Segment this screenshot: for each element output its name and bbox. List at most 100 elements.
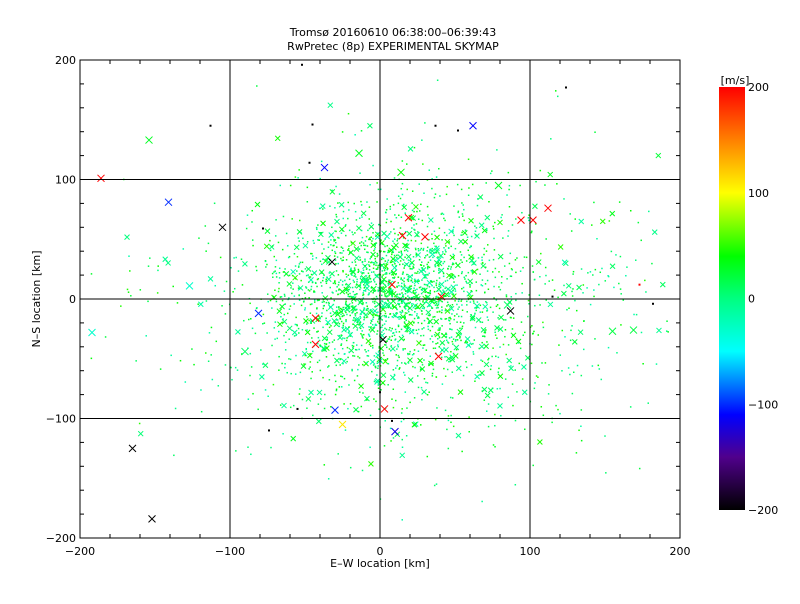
cloud-dot-point: [426, 382, 429, 384]
cloud-dot-point: [448, 317, 450, 319]
cloud-dot-point: [453, 281, 455, 283]
cloud-dot-point: [415, 291, 417, 294]
cloud-dot-point: [502, 343, 505, 346]
cloud-dot-point: [430, 300, 433, 303]
cloud-cross-point: [276, 308, 283, 315]
cloud-cross-point: [360, 210, 367, 217]
cloud-dot-point: [393, 314, 395, 316]
cloud-dot-point: [429, 329, 432, 332]
cloud-dot-point: [401, 193, 404, 196]
cloud-dot-point: [392, 277, 394, 279]
cloud-cross-point: [384, 301, 391, 308]
cloud-dot-point: [379, 365, 382, 367]
cloud-dot-point: [360, 244, 362, 247]
cloud-dot-point: [336, 311, 339, 314]
cloud-dot-point: [404, 362, 406, 364]
cross-marker: [380, 405, 389, 413]
cloud-cross-point: [327, 304, 334, 311]
cloud-dot-point: [284, 341, 287, 344]
cloud-dot-point: [278, 271, 281, 274]
cloud-dot-point: [461, 325, 464, 328]
cloud-dot-point: [358, 217, 361, 219]
cloud-dot-point: [326, 276, 328, 279]
cloud-dot-point: [429, 259, 432, 261]
cloud-dot-point: [403, 321, 406, 323]
cloud-dot-point: [449, 304, 451, 307]
cloud-dot-point: [323, 342, 326, 345]
cloud-dot-point: [389, 287, 392, 289]
cloud-dot-point: [298, 393, 301, 395]
cloud-dot-point: [325, 280, 327, 283]
cloud-dot-point: [463, 256, 465, 259]
cloud-dot-point: [479, 311, 482, 313]
cloud-cross-point: [438, 281, 445, 288]
cloud-dot-point: [629, 406, 632, 408]
cloud-dot-point: [427, 314, 430, 317]
cloud-dot-point: [411, 190, 414, 192]
cloud-dot-point: [522, 334, 525, 336]
cloud-dot-point: [321, 292, 323, 294]
cloud-cross-point: [329, 270, 335, 277]
cloud-dot-point: [382, 274, 384, 276]
cloud-dot-point: [620, 293, 622, 295]
cloud-dot-point: [284, 366, 286, 369]
cloud-dot-point: [435, 307, 438, 309]
cloud-dot-point: [495, 305, 498, 308]
cloud-dot-point: [390, 345, 393, 347]
cloud-dot-point: [322, 307, 325, 310]
cloud-dot-point: [292, 288, 294, 290]
cloud-dot-point: [392, 406, 395, 409]
cloud-dot-point: [357, 271, 359, 273]
cloud-cross-point: [390, 256, 396, 262]
cloud-dot-point: [386, 268, 389, 270]
cloud-dot-point: [423, 319, 426, 322]
cloud-cross-point: [124, 234, 130, 240]
cloud-dot-point: [416, 272, 418, 275]
cloud-dot-point: [504, 329, 507, 331]
cloud-dot-point: [90, 273, 93, 275]
cloud-cross-point: [293, 244, 300, 251]
y-tick-label: 100: [55, 174, 76, 187]
cloud-dot-point: [247, 398, 250, 400]
cloud-dot-point: [394, 367, 397, 369]
cloud-dot-point: [496, 304, 499, 306]
cloud-dot-point: [393, 334, 396, 337]
cloud-dot-point: [346, 313, 348, 316]
cloud-dot-point: [524, 331, 526, 334]
cloud-cross-point: [263, 243, 270, 250]
cloud-dot-point: [451, 371, 454, 373]
cloud-dot-point: [360, 333, 362, 335]
cloud-dot-point: [251, 327, 254, 330]
cloud-dot-point: [352, 345, 355, 348]
cloud-dot-point: [357, 410, 360, 413]
cloud-dot-point: [357, 355, 359, 358]
cloud-dot-point: [361, 469, 364, 472]
cloud-dot-point: [371, 240, 373, 242]
cloud-dot-point: [567, 367, 570, 369]
cloud-dot-point: [382, 306, 384, 309]
cloud-dot-point: [483, 247, 486, 250]
cloud-dot-point: [454, 300, 456, 302]
cloud-dot-point: [323, 464, 326, 466]
cloud-cross-point: [316, 389, 323, 396]
cloud-dot-point: [405, 249, 408, 251]
cloud-dot-point: [395, 265, 397, 267]
cloud-dot-point: [426, 455, 429, 458]
cloud-cross-point: [321, 346, 327, 353]
cloud-dot-point: [354, 210, 357, 213]
cloud-dot-point: [306, 186, 309, 189]
cloud-dot-point: [485, 182, 487, 184]
cloud-dot-point: [250, 318, 252, 320]
y-tick-label: 0: [69, 293, 76, 306]
cloud-dot-point: [390, 271, 393, 274]
cloud-dot-point: [400, 412, 403, 414]
cloud-dot-point: [444, 287, 446, 290]
cloud-dot-point: [421, 267, 424, 269]
cloud-dot-point: [447, 268, 449, 270]
cloud-dot-point: [311, 371, 313, 373]
cloud-dot-point: [569, 373, 571, 376]
cloud-dot-point: [480, 374, 482, 376]
cloud-dot-point: [449, 316, 451, 319]
cloud-dot-point: [507, 230, 510, 232]
cloud-dot-point: [561, 329, 564, 332]
